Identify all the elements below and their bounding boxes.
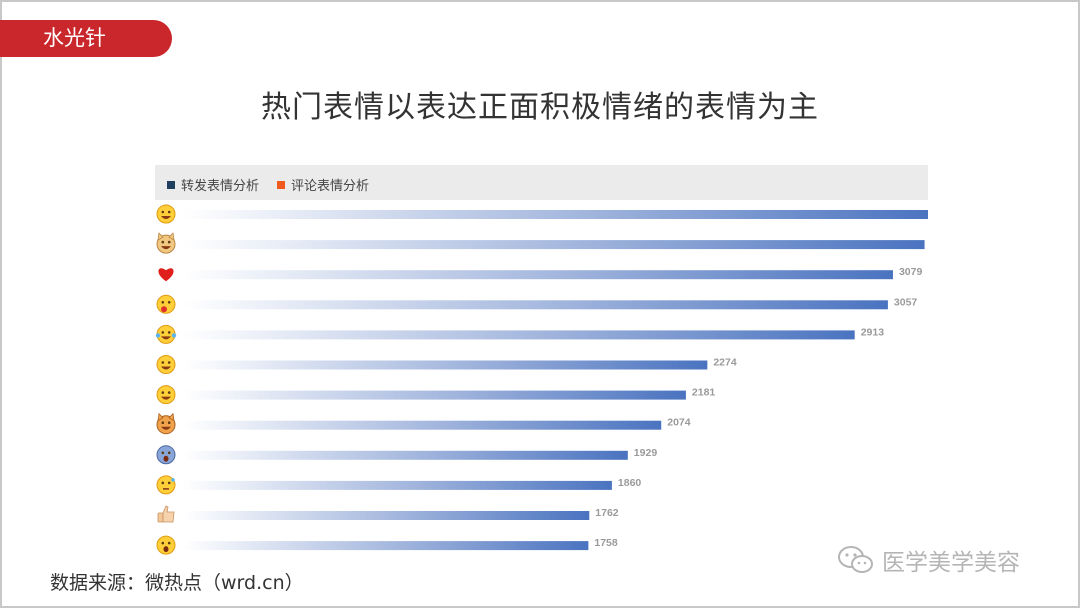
laugh-cry-emoji-icon [155, 324, 177, 344]
data-label-5: 2913 [861, 326, 885, 338]
shocked-emoji-icon [156, 535, 176, 555]
data-label-12: 1758 [594, 537, 618, 549]
data-label-4: 3057 [894, 296, 918, 308]
scared-emoji-icon [156, 445, 176, 465]
bar-12 [183, 541, 589, 551]
data-label-11: 1762 [595, 507, 619, 519]
legend-item-forward: 转发表情分析 [167, 175, 259, 194]
wechat-icon [838, 546, 873, 573]
cheeky-emoji-icon [156, 294, 176, 314]
bar-2 [183, 240, 925, 250]
bar-3 [183, 270, 893, 280]
red-heart-emoji-icon [158, 268, 174, 282]
topic-tag: 水光针 [0, 20, 172, 57]
awkward-emoji-icon [156, 475, 176, 495]
legend-swatch-comment [277, 181, 285, 189]
bar-6 [183, 360, 708, 370]
data-label-6: 2274 [713, 357, 737, 369]
haha-emoji-icon [156, 385, 176, 405]
bar-11 [183, 511, 590, 520]
bar-9 [183, 450, 628, 460]
chart-plot: 3257321630793057291322742181207419291860… [155, 204, 928, 555]
doge-emoji-icon [156, 232, 176, 254]
chart-legend: 转发表情分析 评论表情分析 [155, 165, 928, 200]
bar-chart: 转发表情分析 评论表情分析 32573216307930572913227421… [155, 165, 928, 555]
data-label-7: 2181 [692, 387, 716, 399]
pray-emoji-icon [156, 355, 176, 374]
bar-10 [183, 480, 612, 490]
data-label-10: 1860 [618, 477, 642, 489]
bar-5 [183, 330, 855, 340]
bar-7 [183, 390, 686, 400]
data-label-8: 2074 [667, 417, 691, 429]
bar-8 [183, 420, 662, 430]
watermark-text: 医学美学美容 [882, 550, 1020, 576]
bar-4 [183, 300, 888, 310]
page-title: 热门表情以表达正面积极情绪的表情为主 [261, 90, 819, 125]
data-label-3: 3079 [899, 266, 923, 278]
thumbs-up-emoji-icon [157, 505, 175, 523]
grin-emoji-icon [156, 204, 176, 224]
legend-label-comment: 评论表情分析 [291, 179, 370, 194]
bar-1 [183, 210, 928, 219]
cat-emoji-icon [156, 412, 176, 435]
legend-swatch-forward [167, 181, 175, 189]
legend-label-forward: 转发表情分析 [181, 179, 260, 194]
data-label-9: 1929 [634, 447, 658, 459]
data-source-note: 数据来源：微热点（wrd.cn） [50, 572, 304, 594]
watermark: 医学美学美容 [836, 544, 1020, 576]
legend-item-comment: 评论表情分析 [277, 175, 369, 194]
